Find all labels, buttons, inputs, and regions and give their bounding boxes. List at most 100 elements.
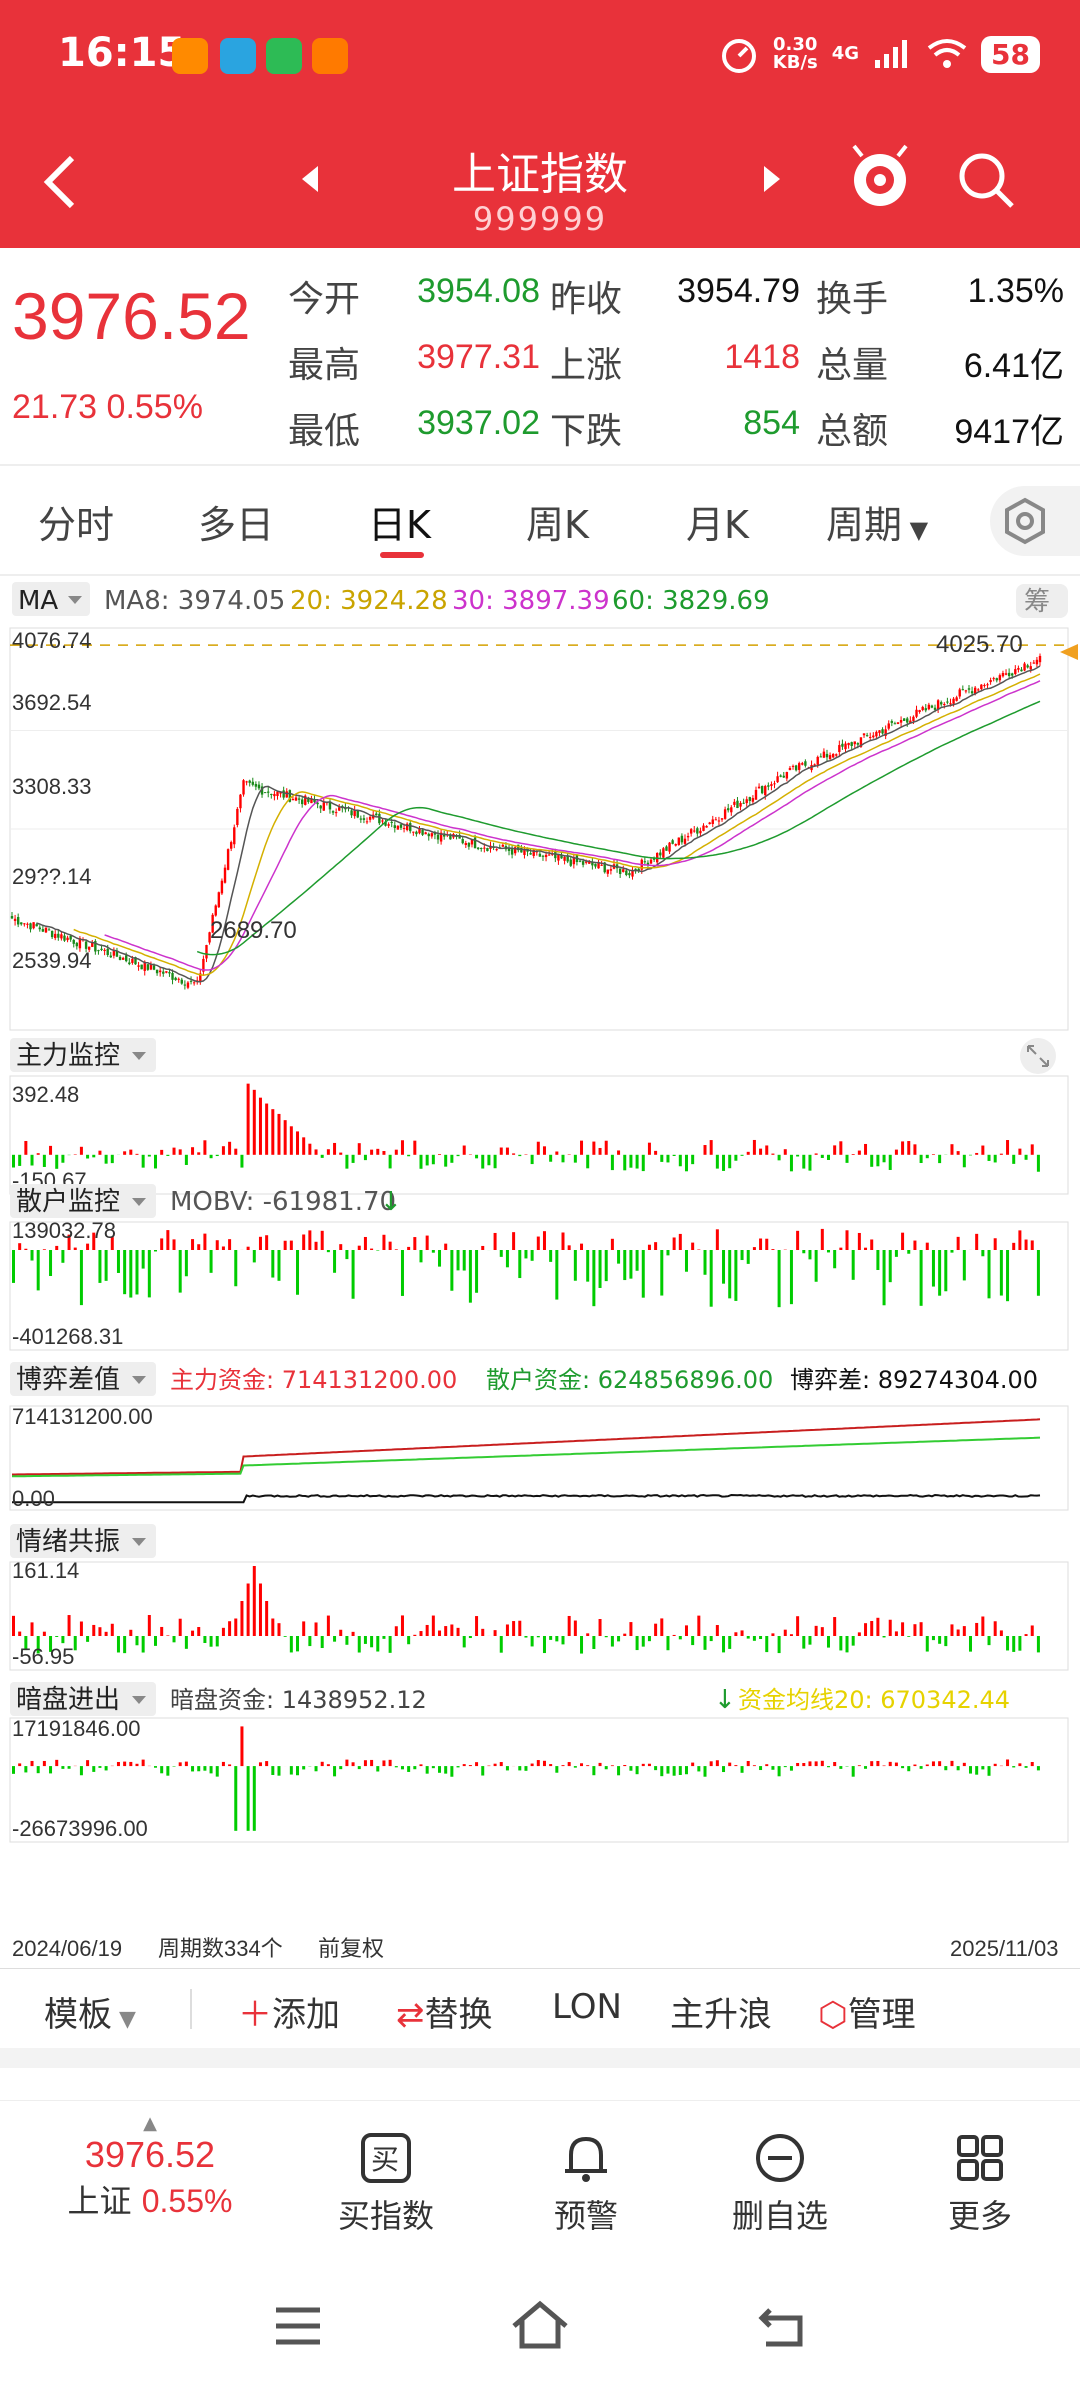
indicator-bar (1036, 1250, 1040, 1296)
retail-selector[interactable] (10, 1184, 156, 1218)
candle-body (992, 678, 995, 680)
indicator-bar (116, 1761, 120, 1767)
current-quote-summary[interactable]: ▲ 3976.52 上证 0.55% (20, 2113, 280, 2222)
replace-button[interactable]: ⇄替换 (396, 1995, 493, 2035)
stat-label-turnover: 换手 (816, 279, 889, 320)
indicator-bar (975, 1766, 979, 1775)
candle-body (297, 798, 301, 800)
kline-chart[interactable]: MA MA8: 3974.05 20: 3924.28 30: 3897.39 … (0, 576, 1080, 1966)
indicator-bar (135, 1763, 139, 1767)
indicator-bar (938, 1761, 942, 1767)
indicator-bar (419, 1154, 423, 1169)
chart-settings-button[interactable] (990, 486, 1080, 556)
candle-body (927, 704, 931, 710)
indicator-bar (796, 1616, 800, 1636)
candle-body (26, 923, 29, 925)
indicator-bar (265, 1235, 269, 1250)
chip-distribution-button[interactable] (1016, 584, 1068, 618)
indicator-bar (197, 1766, 201, 1772)
alert-button[interactable]: 预警 (506, 2131, 666, 2237)
indicator-bar (907, 1250, 911, 1254)
remove-watchlist-button[interactable]: 删自选 (700, 2131, 860, 2237)
indicator-bar (450, 1766, 454, 1777)
candle-body (356, 810, 359, 818)
game-selector[interactable] (10, 1362, 156, 1396)
indicator-bar (981, 1766, 985, 1770)
indicator-bar (678, 1766, 682, 1775)
candle-body (267, 791, 270, 793)
mascot-icon[interactable] (850, 142, 910, 212)
ma20-value: 20: 3924.28 (290, 586, 448, 616)
emotion-selector[interactable] (10, 1524, 156, 1558)
ma-selector[interactable] (12, 582, 90, 616)
indicator-bar (777, 1154, 781, 1161)
search-icon[interactable] (956, 150, 1016, 210)
indicator-bar (808, 1154, 812, 1171)
back-icon[interactable] (40, 152, 80, 212)
tab-weekly-k[interactable]: 周K (526, 503, 589, 547)
swap-icon: ⇄ (396, 1995, 425, 2035)
indicator-bar (623, 1250, 627, 1281)
candle-body (338, 807, 341, 811)
indicator-bar (110, 1237, 114, 1250)
indicator-bar (592, 1636, 596, 1649)
indicator-bar (666, 1250, 670, 1256)
indicator-bar (919, 1622, 923, 1636)
indicator-bar (49, 1766, 53, 1774)
kline-chart-area[interactable]: MA MA8: 3974.05 20: 3924.28 30: 3897.39 … (0, 576, 1080, 1966)
next-stock-icon[interactable] (760, 164, 784, 194)
indicator-bar (777, 1766, 781, 1777)
indicator-bar (555, 1636, 559, 1642)
tab-intraday[interactable]: 分时 (38, 503, 115, 547)
indicator-bar (715, 1229, 719, 1250)
indicator-bar (765, 1636, 769, 1653)
indicator-bar (789, 1250, 793, 1305)
manage-button[interactable]: ⬡管理 (818, 1995, 916, 2035)
diff-line (12, 1493, 1041, 1504)
indicator-bar (987, 1154, 991, 1161)
indicator-bar (296, 1766, 300, 1776)
back-nav-icon[interactable] (756, 2302, 808, 2350)
tab-multi-day[interactable]: 多日 (198, 503, 275, 547)
candle-body (378, 813, 381, 824)
home-icon[interactable] (510, 2300, 570, 2352)
game-panel (9, 1405, 1069, 1511)
main-wave-button[interactable]: 主升浪 (670, 1995, 772, 2035)
more-button[interactable]: 更多 (900, 2131, 1060, 2237)
indicator-bar (734, 1250, 738, 1301)
prev-stock-icon[interactable] (298, 164, 322, 194)
candle-body (54, 933, 57, 939)
lon-button[interactable]: LON (552, 1987, 622, 2027)
speedometer-icon (721, 39, 756, 73)
expand-button[interactable] (1020, 1038, 1056, 1074)
candle-body (649, 859, 653, 864)
network-type: 4G (831, 43, 860, 64)
indicator-bar (24, 1140, 28, 1155)
indicator-bar (580, 1243, 584, 1250)
indicator-bar (302, 1137, 306, 1155)
candle-body (300, 799, 304, 805)
indicator-bar (598, 1619, 602, 1636)
indicator-bar (968, 1154, 972, 1156)
indicator-bar (475, 1250, 479, 1293)
template-button[interactable]: 模板 ▼ (44, 1995, 136, 2035)
indicator-bar (833, 1762, 837, 1767)
candle-body (121, 957, 125, 960)
tab-period[interactable]: 周期 ▼ (826, 503, 929, 547)
buy-index-button[interactable]: 买 买指数 (306, 2131, 466, 2237)
indicator-bar (246, 1246, 250, 1250)
candle-body (838, 745, 841, 753)
add-button[interactable]: ＋添加 (238, 1995, 340, 2035)
menu-icon[interactable] (272, 2304, 324, 2348)
tab-monthly-k[interactable]: 月K (686, 503, 749, 547)
tab-daily-k[interactable]: 日K (368, 503, 431, 547)
indicator-bar (67, 1234, 71, 1250)
main-force-selector[interactable] (10, 1038, 156, 1072)
candle-body (72, 939, 75, 944)
candle-body (825, 753, 829, 758)
candle-body (785, 772, 789, 779)
indicator-bar (981, 1145, 985, 1155)
candle-body (887, 723, 890, 729)
dark-selector[interactable] (10, 1682, 156, 1716)
candle-body (646, 862, 650, 866)
